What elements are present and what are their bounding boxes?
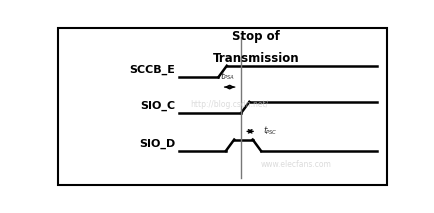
- Text: SIO_D: SIO_D: [139, 138, 175, 149]
- Text: $_{PSC}$: $_{PSC}$: [266, 128, 278, 137]
- Text: www.elecfans.com: www.elecfans.com: [261, 160, 332, 170]
- Text: $t$: $t$: [263, 124, 269, 135]
- Text: SCCB_E: SCCB_E: [129, 65, 175, 75]
- Text: Stop of: Stop of: [232, 30, 280, 43]
- Text: SIO_C: SIO_C: [140, 101, 175, 111]
- Text: $_{PSA}$: $_{PSA}$: [223, 73, 235, 82]
- Text: http://blog.csdn.net/: http://blog.csdn.net/: [190, 100, 268, 109]
- Text: Transmission: Transmission: [213, 52, 299, 65]
- Text: $t$: $t$: [220, 69, 226, 81]
